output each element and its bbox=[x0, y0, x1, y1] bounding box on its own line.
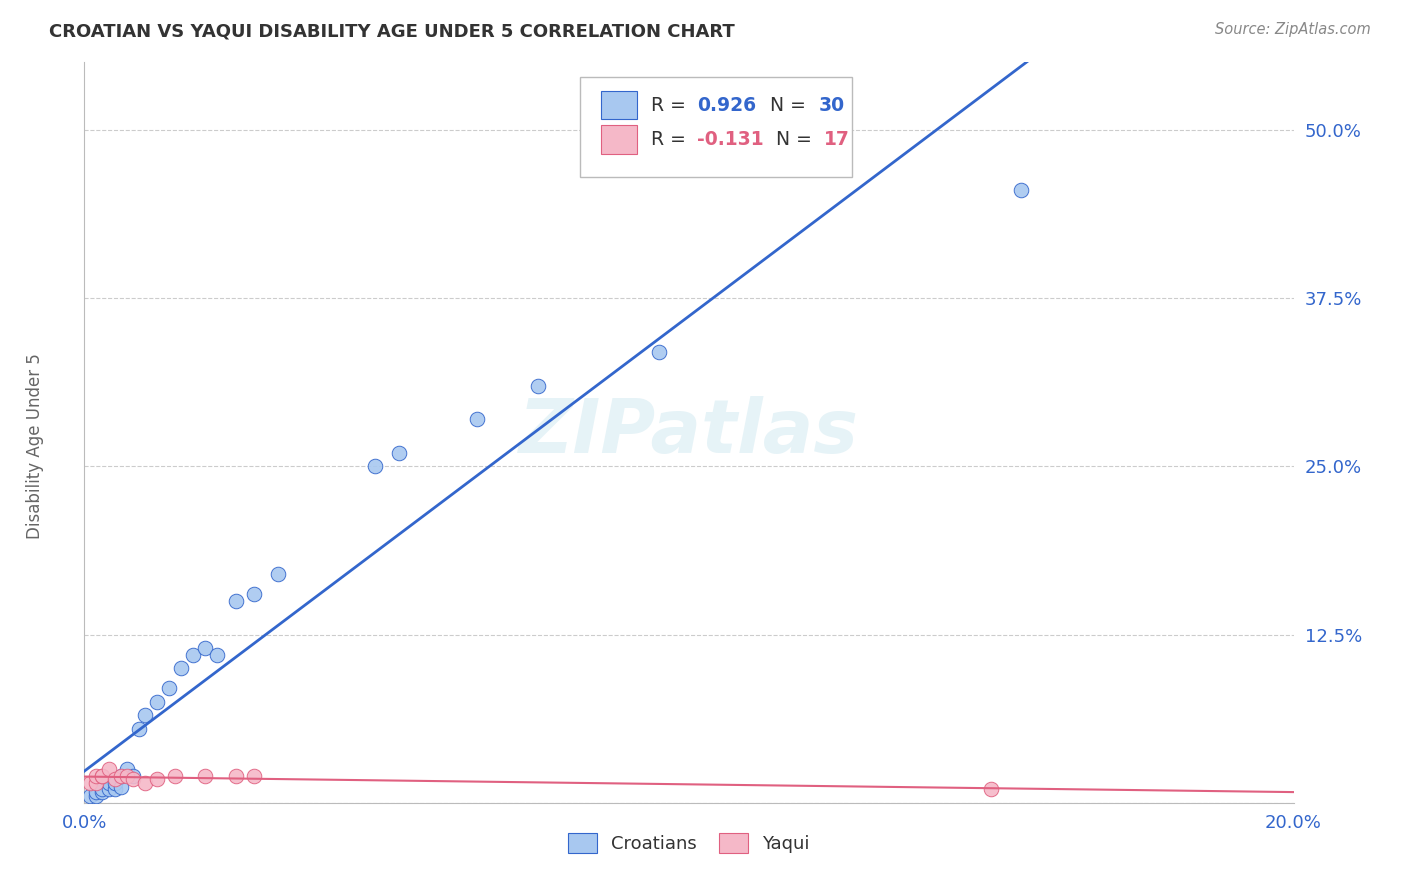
Point bbox=[86, 775, 108, 789]
Text: CROATIAN VS YAQUI DISABILITY AGE UNDER 5 CORRELATION CHART: CROATIAN VS YAQUI DISABILITY AGE UNDER 5… bbox=[49, 22, 735, 40]
Text: 30: 30 bbox=[818, 95, 845, 115]
Point bbox=[86, 769, 108, 783]
Point bbox=[467, 412, 489, 426]
FancyBboxPatch shape bbox=[581, 78, 852, 178]
Point bbox=[128, 722, 150, 736]
Text: N =: N = bbox=[776, 130, 818, 149]
Point bbox=[225, 769, 247, 783]
Text: N =: N = bbox=[770, 95, 811, 115]
Point bbox=[648, 344, 671, 359]
Point bbox=[79, 789, 101, 803]
Point bbox=[104, 772, 127, 786]
Point bbox=[165, 769, 187, 783]
Point bbox=[86, 785, 108, 799]
Point bbox=[91, 769, 114, 783]
Point bbox=[194, 769, 217, 783]
Point bbox=[110, 769, 132, 783]
Point bbox=[121, 772, 143, 786]
Point bbox=[115, 762, 138, 776]
Point bbox=[91, 782, 114, 797]
Point bbox=[242, 587, 264, 601]
Point bbox=[97, 762, 120, 776]
Text: Source: ZipAtlas.com: Source: ZipAtlas.com bbox=[1215, 22, 1371, 37]
Point bbox=[110, 769, 132, 783]
Point bbox=[527, 378, 550, 392]
Text: R =: R = bbox=[651, 95, 692, 115]
Legend: Croatians, Yaqui: Croatians, Yaqui bbox=[561, 826, 817, 861]
Point bbox=[181, 648, 204, 662]
Point bbox=[91, 769, 114, 783]
Point bbox=[115, 769, 138, 783]
Point bbox=[104, 782, 127, 797]
Point bbox=[97, 775, 120, 789]
Point bbox=[388, 446, 411, 460]
Text: 0.926: 0.926 bbox=[697, 95, 756, 115]
Text: ZIPatlas: ZIPatlas bbox=[519, 396, 859, 469]
Point bbox=[104, 775, 127, 789]
Point bbox=[363, 459, 385, 474]
Point bbox=[134, 775, 156, 789]
Point bbox=[1011, 183, 1033, 197]
Point bbox=[134, 708, 156, 723]
Text: R =: R = bbox=[651, 130, 692, 149]
Text: 17: 17 bbox=[824, 130, 851, 149]
Point bbox=[91, 785, 114, 799]
Point bbox=[110, 780, 132, 794]
Point bbox=[225, 594, 247, 608]
Point bbox=[267, 566, 290, 581]
FancyBboxPatch shape bbox=[600, 126, 637, 153]
Point bbox=[194, 640, 217, 655]
Point bbox=[97, 782, 120, 797]
Point bbox=[86, 789, 108, 803]
Text: -0.131: -0.131 bbox=[697, 130, 763, 149]
Point bbox=[146, 695, 169, 709]
Point bbox=[146, 772, 169, 786]
Point bbox=[980, 782, 1002, 797]
Point bbox=[170, 661, 193, 675]
Point bbox=[121, 769, 143, 783]
Point bbox=[207, 648, 229, 662]
Point bbox=[79, 775, 101, 789]
Point bbox=[157, 681, 180, 696]
Point bbox=[242, 769, 264, 783]
FancyBboxPatch shape bbox=[600, 91, 637, 120]
Text: Disability Age Under 5: Disability Age Under 5 bbox=[27, 353, 44, 539]
